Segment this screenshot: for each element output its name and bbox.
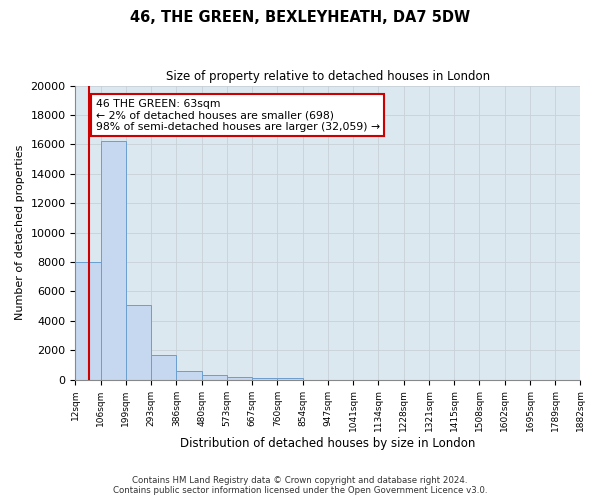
Bar bbox=[101, 142, 126, 380]
Bar bbox=[277, 378, 302, 380]
Title: Size of property relative to detached houses in London: Size of property relative to detached ho… bbox=[166, 70, 490, 83]
Bar bbox=[151, 354, 176, 380]
Text: Contains HM Land Registry data © Crown copyright and database right 2024.
Contai: Contains HM Land Registry data © Crown c… bbox=[113, 476, 487, 495]
Bar bbox=[227, 376, 252, 380]
Bar bbox=[202, 376, 227, 380]
Text: 46, THE GREEN, BEXLEYHEATH, DA7 5DW: 46, THE GREEN, BEXLEYHEATH, DA7 5DW bbox=[130, 10, 470, 25]
Bar bbox=[252, 378, 277, 380]
X-axis label: Distribution of detached houses by size in London: Distribution of detached houses by size … bbox=[180, 437, 476, 450]
Bar bbox=[176, 371, 202, 380]
Y-axis label: Number of detached properties: Number of detached properties bbox=[15, 145, 25, 320]
Bar bbox=[126, 304, 151, 380]
Bar bbox=[76, 262, 101, 380]
Text: 46 THE GREEN: 63sqm
← 2% of detached houses are smaller (698)
98% of semi-detach: 46 THE GREEN: 63sqm ← 2% of detached hou… bbox=[95, 99, 380, 132]
